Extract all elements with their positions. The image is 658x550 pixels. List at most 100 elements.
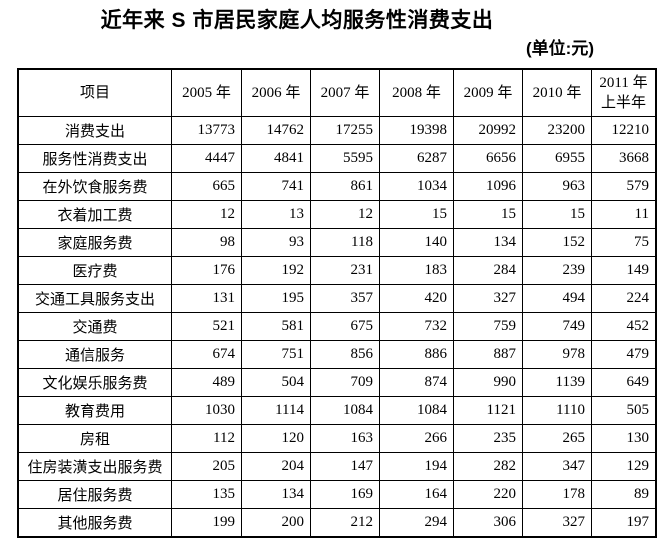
row-label: 医疗费 xyxy=(17,256,172,285)
table-row: 文化娱乐服务费 489 504 709 874 990 1139 649 xyxy=(17,368,657,397)
data-cell: 5595 xyxy=(310,144,380,173)
data-cell: 732 xyxy=(379,312,454,341)
data-cell: 1030 xyxy=(171,396,242,425)
row-label: 房租 xyxy=(17,424,172,453)
data-cell: 1096 xyxy=(453,172,523,201)
table-row: 房租 112 120 163 266 235 265 130 xyxy=(17,424,657,453)
row-label: 文化娱乐服务费 xyxy=(17,368,172,397)
data-cell: 13 xyxy=(241,200,311,229)
item-column-header: 项目 xyxy=(17,68,172,117)
data-cell: 6287 xyxy=(379,144,454,173)
data-cell: 197 xyxy=(591,508,657,538)
data-cell: 505 xyxy=(591,396,657,425)
data-cell: 231 xyxy=(310,256,380,285)
year-column-header: 2007 年 xyxy=(310,68,380,117)
table-row: 通信服务 674 751 856 886 887 978 479 xyxy=(17,340,657,369)
data-cell: 235 xyxy=(453,424,523,453)
data-cell: 856 xyxy=(310,340,380,369)
data-cell: 12 xyxy=(310,200,380,229)
data-cell: 19398 xyxy=(379,116,454,145)
data-cell: 23200 xyxy=(522,116,592,145)
data-cell: 266 xyxy=(379,424,454,453)
page-title: 近年来 S 市居民家庭人均服务性消费支出 xyxy=(100,9,494,32)
data-cell: 20992 xyxy=(453,116,523,145)
data-cell: 265 xyxy=(522,424,592,453)
data-cell: 93 xyxy=(241,228,311,257)
row-label: 住房装潢支出服务费 xyxy=(17,452,172,481)
data-cell: 135 xyxy=(171,480,242,509)
data-cell: 17255 xyxy=(310,116,380,145)
data-cell: 327 xyxy=(522,508,592,538)
data-cell: 1084 xyxy=(379,396,454,425)
year-column-header: 2006 年 xyxy=(241,68,311,117)
table-row: 消费支出 13773 14762 17255 19398 20992 23200 12210 xyxy=(17,116,657,145)
data-cell: 239 xyxy=(522,256,592,285)
data-cell: 3668 xyxy=(591,144,657,173)
unit-note: (单位:元) xyxy=(526,39,594,58)
data-cell: 741 xyxy=(241,172,311,201)
data-cell: 15 xyxy=(379,200,454,229)
table-row: 交通费 521 581 675 732 759 749 452 xyxy=(17,312,657,341)
data-cell: 15 xyxy=(522,200,592,229)
data-cell: 978 xyxy=(522,340,592,369)
data-cell: 130 xyxy=(591,424,657,453)
table-row: 居住服务费 135 134 169 164 220 178 89 xyxy=(17,480,657,509)
data-cell: 169 xyxy=(310,480,380,509)
data-cell: 282 xyxy=(453,452,523,481)
data-cell: 294 xyxy=(379,508,454,538)
data-cell: 479 xyxy=(591,340,657,369)
row-label: 交通费 xyxy=(17,312,172,341)
row-label: 居住服务费 xyxy=(17,480,172,509)
data-cell: 98 xyxy=(171,228,242,257)
data-cell: 118 xyxy=(310,228,380,257)
table-row: 在外饮食服务费 665 741 861 1034 1096 963 579 xyxy=(17,172,657,201)
table-row: 教育费用 1030 1114 1084 1084 1121 1110 505 xyxy=(17,396,657,425)
data-cell: 6955 xyxy=(522,144,592,173)
data-cell: 89 xyxy=(591,480,657,509)
data-cell: 357 xyxy=(310,284,380,313)
data-cell: 751 xyxy=(241,340,311,369)
data-cell: 15 xyxy=(453,200,523,229)
data-cell: 13773 xyxy=(171,116,242,145)
data-cell: 4447 xyxy=(171,144,242,173)
data-cell: 199 xyxy=(171,508,242,538)
table-row: 交通工具服务支出 131 195 357 420 327 494 224 xyxy=(17,284,657,313)
data-cell: 990 xyxy=(453,368,523,397)
row-label: 服务性消费支出 xyxy=(17,144,172,173)
data-cell: 581 xyxy=(241,312,311,341)
data-cell: 195 xyxy=(241,284,311,313)
data-cell: 200 xyxy=(241,508,311,538)
data-cell: 178 xyxy=(522,480,592,509)
year-column-header: 2009 年 xyxy=(453,68,523,117)
row-label: 消费支出 xyxy=(17,116,172,145)
data-cell: 665 xyxy=(171,172,242,201)
data-cell: 152 xyxy=(522,228,592,257)
data-cell: 494 xyxy=(522,284,592,313)
data-cell: 887 xyxy=(453,340,523,369)
data-cell: 675 xyxy=(310,312,380,341)
data-cell: 579 xyxy=(591,172,657,201)
data-cell: 1110 xyxy=(522,396,592,425)
data-cell: 176 xyxy=(171,256,242,285)
row-label: 其他服务费 xyxy=(17,508,172,538)
data-cell: 134 xyxy=(241,480,311,509)
data-cell: 4841 xyxy=(241,144,311,173)
data-cell: 147 xyxy=(310,452,380,481)
data-cell: 112 xyxy=(171,424,242,453)
data-cell: 674 xyxy=(171,340,242,369)
data-cell: 204 xyxy=(241,452,311,481)
data-cell: 205 xyxy=(171,452,242,481)
data-cell: 164 xyxy=(379,480,454,509)
data-cell: 134 xyxy=(453,228,523,257)
data-cell: 11 xyxy=(591,200,657,229)
data-cell: 194 xyxy=(379,452,454,481)
row-label: 交通工具服务支出 xyxy=(17,284,172,313)
data-cell: 963 xyxy=(522,172,592,201)
row-label: 通信服务 xyxy=(17,340,172,369)
data-cell: 759 xyxy=(453,312,523,341)
year-column-header: 2008 年 xyxy=(379,68,454,117)
data-cell: 709 xyxy=(310,368,380,397)
data-cell: 212 xyxy=(310,508,380,538)
data-cell: 874 xyxy=(379,368,454,397)
